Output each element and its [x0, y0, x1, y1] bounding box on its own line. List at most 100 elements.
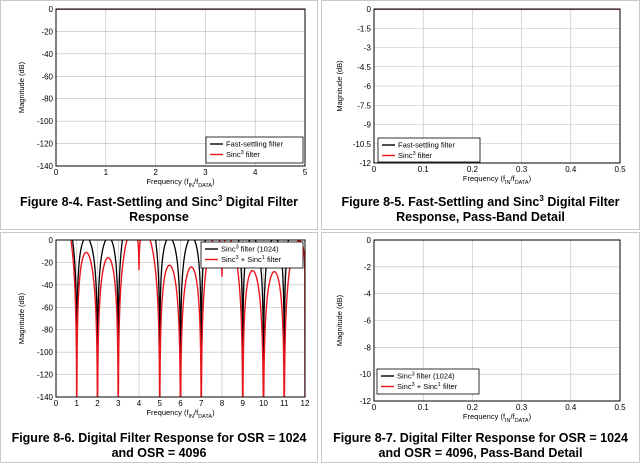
- y-axis-label: Magnitude (dB): [335, 60, 344, 112]
- x-tick-label: 0.5: [614, 165, 626, 174]
- x-axis-label: Frequency (fIN/fDATA): [463, 412, 532, 424]
- y-tick-label: -12: [359, 159, 371, 168]
- x-tick-label: 11: [280, 399, 289, 408]
- legend-entry: Sinc3 + Sinc1 filter: [397, 382, 458, 391]
- y-tick-label: -60: [41, 72, 53, 81]
- x-tick-label: 3: [203, 168, 208, 177]
- y-tick-label: -3: [364, 44, 372, 53]
- x-tick-label: 3: [116, 399, 121, 408]
- y-axis-label: Magnitude (dB): [17, 292, 26, 344]
- x-tick-label: 12: [301, 399, 310, 408]
- x-tick-label: 0: [372, 165, 377, 174]
- y-tick-label: -140: [37, 393, 54, 402]
- x-tick-label: 0.3: [516, 403, 528, 412]
- x-tick-label: 4: [253, 168, 258, 177]
- plot-frame: [55, 239, 306, 398]
- x-tick-label: 2: [153, 168, 158, 177]
- y-tick-label: -120: [37, 140, 54, 149]
- y-tick-label: -12: [359, 397, 371, 406]
- chart-panel-fig-8-7: 0 0.1 0.2 0.3 0.4 0.5 0 -2 -4 -6 -8 -10 -12 Frequency…: [321, 232, 640, 463]
- x-tick-label: 0.4: [565, 165, 577, 174]
- y-axis-label: Magnitude (dB): [17, 61, 26, 113]
- legend-entry: Sinc3 filter: [398, 151, 432, 160]
- x-tick-label: 0: [54, 168, 59, 177]
- chart-caption: Figure 8-5. Fast-Settling and Sinc3 Digi…: [341, 194, 620, 225]
- x-tick-label: 5: [303, 168, 308, 177]
- chart-fig-8-7: 0 0.1 0.2 0.3 0.4 0.5 0 -2 -4 -6 -8 -10 -12 Frequency…: [335, 236, 626, 424]
- y-tick-label: -2: [364, 263, 372, 272]
- legend-entry: Fast-settling filter: [398, 141, 456, 150]
- y-tick-label: -7.5: [357, 101, 371, 110]
- y-tick-label: -140: [37, 162, 54, 171]
- legend-box: [376, 368, 480, 395]
- x-tick-label: 0: [372, 403, 377, 412]
- y-tick-label: -100: [37, 348, 54, 357]
- y-tick-label: -80: [41, 95, 53, 104]
- y-tick-label: -80: [41, 326, 53, 335]
- x-tick-label: 0.3: [516, 165, 528, 174]
- chart-fig-8-6: 0 1 2 3 4 5 6 7 8 9 10 11 120-20-40-60-80-100-120-14…: [17, 236, 310, 420]
- legend-box: [377, 137, 481, 163]
- y-tick-label: -60: [41, 303, 53, 312]
- y-tick-label: -6: [364, 82, 372, 91]
- x-tick-label: 0.2: [467, 403, 479, 412]
- plot-frame: [373, 8, 621, 164]
- x-axis-label: Frequency (fIN/fDATA): [146, 177, 215, 189]
- legend-entry: Sinc3 filter (1024): [397, 372, 455, 381]
- legend: Sinc3 filter (1024)Sinc3 + Sinc1 filter: [376, 368, 480, 395]
- y-tick-label: 0: [367, 5, 372, 14]
- y-axis-label: Magnitude (dB): [335, 294, 344, 346]
- chart-panel-fig-8-6: 0 1 2 3 4 5 6 7 8 9 10 11 12 0 -20 -40 -60 -80 -100 -120 -14…: [0, 232, 318, 463]
- legend-entry: Sinc3 + Sinc1 filter: [221, 255, 282, 264]
- y-tick-label: -10: [359, 370, 371, 379]
- x-tick-label: 0.5: [614, 403, 626, 412]
- chart-panel-fig-8-4: 0 1 2 3 4 5 0 -20 -40 -60 -80 -100 -120 -140 Frequency…: [0, 0, 318, 230]
- x-tick-label: 2: [95, 399, 100, 408]
- y-tick-label: -20: [41, 27, 53, 36]
- legend-entry: Sinc3 filter: [226, 150, 260, 159]
- chart-caption: Figure 8-7. Digital Filter Response for …: [333, 431, 628, 460]
- x-tick-label: 7: [199, 399, 204, 408]
- y-tick-label: -120: [37, 371, 54, 380]
- y-tick-label: 0: [49, 5, 54, 14]
- x-tick-label: 10: [259, 399, 268, 408]
- chart-caption: Figure 8-6. Digital Filter Response for …: [11, 431, 307, 460]
- y-tick-label: -4: [364, 290, 372, 299]
- y-tick-label: 0: [367, 236, 372, 245]
- x-tick-label: 5: [158, 399, 163, 408]
- y-tick-label: -40: [41, 281, 53, 290]
- plot-frame: [55, 8, 306, 167]
- y-tick-label: -4.5: [357, 63, 371, 72]
- y-tick-label: -9: [364, 121, 372, 130]
- y-tick-label: -20: [41, 258, 53, 267]
- chart-caption: Figure 8-4. Fast-Settling and Sinc3 Digi…: [19, 194, 299, 225]
- chart-fig-8-4: 0 1 2 3 4 5 0 -20 -40 -60 -80 -100 -120 -140 Frequency…: [17, 5, 308, 189]
- x-tick-label: 6: [178, 399, 183, 408]
- chart-fig-8-5: 0 0.1 0.2 0.3 0.4 0.5 0 -1.5 -3 -4.5 -6 -7.5 -9 -10.5…: [335, 5, 626, 186]
- x-axis-label: Frequency (fIN/fDATA): [463, 174, 532, 186]
- y-tick-label: -10.5: [353, 140, 372, 149]
- y-tick-label: -100: [37, 117, 54, 126]
- x-tick-label: 0.2: [467, 165, 479, 174]
- legend-entry: Fast-settling filter: [226, 140, 284, 149]
- plot-frame: [373, 239, 621, 402]
- x-tick-label: 0.4: [565, 403, 577, 412]
- chart-panel-fig-8-5: 0 0.1 0.2 0.3 0.4 0.5 0 -1.5 -3 -4.5 -6 -7.5 -9 -10.5…: [321, 0, 640, 230]
- y-tick-label: -40: [41, 50, 53, 59]
- x-tick-label: 0: [54, 399, 59, 408]
- legend-box: [205, 136, 304, 164]
- x-tick-label: 1: [75, 399, 80, 408]
- x-axis-label: Frequency (fIN/fDATA): [146, 408, 215, 420]
- x-tick-label: 9: [241, 399, 246, 408]
- x-tick-label: 4: [137, 399, 142, 408]
- y-tick-label: -8: [364, 343, 372, 352]
- legend-entry: Sinc3 filter (1024): [221, 245, 279, 254]
- y-tick-label: -1.5: [357, 24, 371, 33]
- x-tick-label: 8: [220, 399, 225, 408]
- legend-box: [200, 241, 304, 269]
- x-tick-label: 0.1: [418, 403, 430, 412]
- x-tick-label: 0.1: [418, 165, 430, 174]
- x-tick-label: 1: [104, 168, 109, 177]
